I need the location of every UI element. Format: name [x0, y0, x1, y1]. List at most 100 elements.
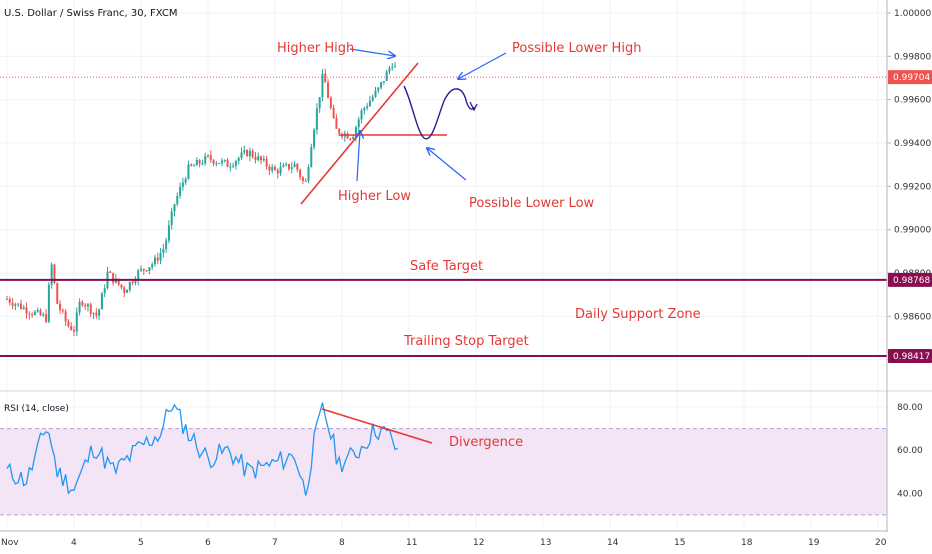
candle-body: [181, 182, 184, 187]
candle-body: [377, 87, 380, 91]
candle-body: [363, 107, 366, 111]
candle-body: [357, 119, 360, 128]
time-tick-label: 4: [71, 538, 77, 548]
candle-body: [329, 97, 332, 108]
candle-body: [50, 264, 53, 285]
candle-body: [142, 268, 145, 271]
time-axis[interactable]: Nov 4 5 6 7 8 11 12 13 14 15 18 19 20: [1, 538, 887, 548]
candle-body: [89, 304, 92, 314]
candle-body: [195, 160, 198, 166]
candle-body: [304, 180, 307, 182]
candle-body: [56, 282, 59, 304]
label-safe-target: Safe Target: [410, 259, 483, 274]
candle-body: [170, 211, 173, 226]
candle-body: [67, 321, 70, 327]
candle-body: [287, 164, 290, 169]
candle-body: [117, 278, 120, 285]
candle-body: [243, 150, 246, 153]
candle-body: [201, 163, 204, 165]
projected-path-drawing[interactable]: [403, 85, 475, 140]
candle-body: [257, 156, 260, 161]
candle-body: [53, 264, 56, 283]
candle-body: [366, 106, 369, 108]
candle-body: [220, 160, 223, 164]
candle-body: [176, 195, 179, 205]
candle-body: [39, 309, 42, 316]
time-tick-label: Nov: [1, 538, 19, 548]
time-tick-label: 6: [205, 538, 211, 548]
candle-body: [327, 82, 330, 98]
candle-body: [335, 118, 338, 129]
time-tick-label: 8: [339, 538, 345, 548]
rsi-divergence-line[interactable]: [321, 408, 433, 444]
candle-body: [374, 90, 377, 97]
candle-body: [293, 163, 296, 168]
candle-body: [84, 305, 87, 307]
candle-body: [234, 161, 237, 166]
candle-body: [223, 159, 226, 161]
chart-title: U.S. Dollar / Swiss Franc, 30, FXCM: [4, 8, 177, 19]
candle-body: [338, 128, 341, 134]
candle-body: [388, 68, 391, 72]
candle-body: [153, 257, 156, 265]
price-tick-label: 0.99600: [894, 96, 931, 106]
price-pane[interactable]: [0, 0, 887, 390]
candle-body: [240, 152, 243, 158]
candle-body: [36, 309, 39, 312]
candle-body: [193, 165, 196, 167]
time-tick-label: 12: [473, 538, 484, 548]
candle-body: [140, 268, 142, 271]
candle-body: [184, 178, 187, 183]
candle-body: [229, 166, 232, 168]
candle-body: [324, 73, 327, 83]
rsi-tick-label: 80.00: [897, 403, 923, 413]
candle-body: [173, 204, 176, 212]
candle-body: [385, 71, 388, 82]
label-higher-high: Higher High: [277, 41, 354, 56]
candle-body: [45, 314, 48, 322]
rsi-tick-label: 60.00: [897, 446, 923, 456]
candle-body: [215, 163, 218, 165]
candle-body: [315, 108, 318, 130]
label-higher-low: Higher Low: [338, 189, 411, 204]
candle-body: [254, 156, 257, 161]
candle-body: [332, 107, 335, 119]
candle-body: [11, 302, 14, 306]
candle-body: [321, 73, 324, 98]
rsi-label: RSI (14, close): [4, 404, 69, 414]
candle-body: [73, 329, 75, 332]
price-axis[interactable]: 1.00000 0.99800 0.99600 0.99400 0.99200 0.990…: [887, 9, 931, 366]
candle-body: [349, 138, 352, 140]
arrow-higher-high: [349, 48, 395, 56]
price-tick-label: 1.00000: [894, 9, 931, 19]
candle-body: [198, 160, 201, 164]
candle-body: [134, 280, 137, 284]
candle-body: [137, 270, 140, 281]
candle-body: [251, 150, 254, 157]
candle-body: [380, 82, 383, 88]
candle-body: [159, 252, 162, 261]
candle-body: [179, 186, 182, 196]
candle-body: [391, 67, 394, 69]
projected-path-arrowhead: [469, 101, 478, 112]
candle-body: [371, 96, 374, 101]
candle-body: [360, 110, 363, 120]
price-tick-label: 0.99000: [894, 226, 931, 236]
candle-body: [226, 159, 229, 168]
candle-body: [279, 167, 282, 174]
safe-target-price-tag: 0.98768: [888, 272, 932, 287]
candle-body: [212, 159, 215, 164]
candle-body: [262, 158, 265, 161]
rsi-axis[interactable]: 80.00 60.00 40.00: [897, 403, 923, 499]
candle-body: [100, 293, 103, 310]
candle-body: [307, 167, 310, 181]
candle-body: [313, 129, 316, 148]
candle-body: [81, 301, 84, 306]
arrow-possible-lower-high: [458, 52, 507, 79]
rsi-band: [0, 428, 887, 515]
time-tick-label: 20: [875, 538, 887, 548]
candle-body: [268, 166, 271, 171]
label-divergence: Divergence: [449, 435, 523, 450]
candle-body: [246, 150, 249, 157]
